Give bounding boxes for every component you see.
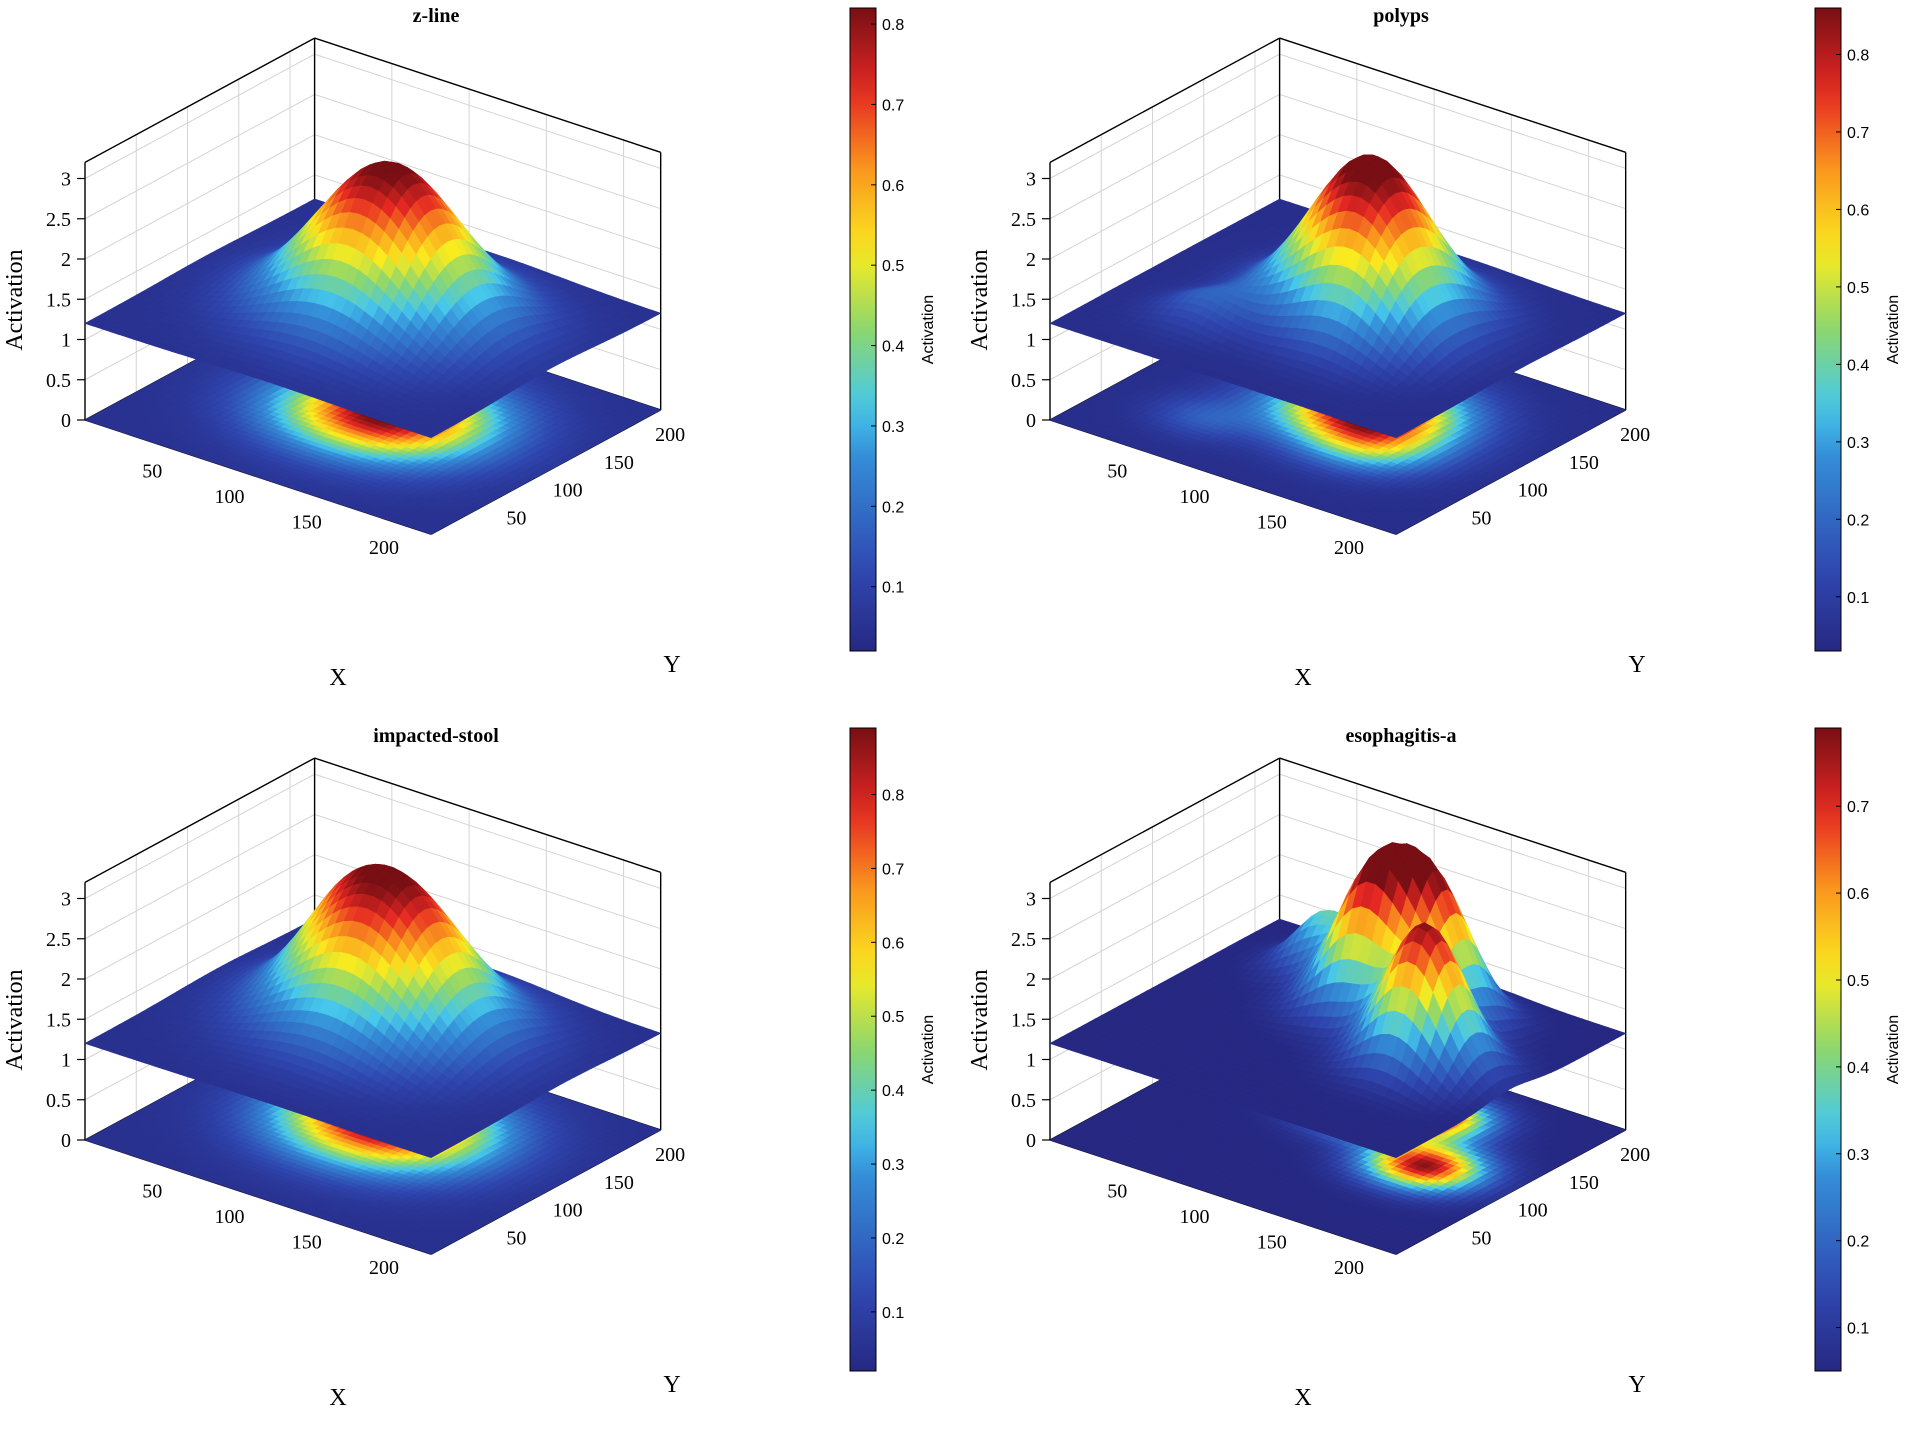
axis-edge xyxy=(314,37,661,153)
axis-edge xyxy=(84,37,315,164)
axis-edge xyxy=(1049,37,1280,164)
y-tick-label: 100 xyxy=(553,480,583,502)
x-tick-label: 100 xyxy=(215,486,245,508)
colorbar-tick-label: 0.4 xyxy=(882,339,904,356)
colorbar-tick-label: 0.3 xyxy=(882,419,904,436)
chart-panel-z-line: 0 0.5 1 1.5 2 2.5 3 50 100 150 200 50 100 150 200 X Y Act… xyxy=(0,0,952,720)
z-tick-label: 3 xyxy=(61,169,71,191)
y-tick-label: 150 xyxy=(604,452,634,474)
z-tick-label: 0.5 xyxy=(46,370,71,392)
colorbar-tick-label: 0.2 xyxy=(882,499,904,516)
chart-title: z-line xyxy=(413,5,460,27)
surface-cell xyxy=(421,431,438,438)
floor-cell xyxy=(647,407,662,413)
colorbar-tick-label: 0.1 xyxy=(882,580,904,597)
y-axis-label: Y xyxy=(663,652,680,678)
x-tick-label: 150 xyxy=(292,512,322,534)
chart-panel-polyps: 0 0.5 1 1.5 2 2.5 3 50 100 150 200 50 100 150 200 X Y Act… xyxy=(965,0,1905,720)
z-tick-label: 1.5 xyxy=(46,289,71,311)
z-tick-label: 2 xyxy=(61,249,71,271)
z-tick-label: 0 xyxy=(61,410,71,432)
colorbar-tick-label: 0.7 xyxy=(882,97,904,114)
z-tick-label: 1 xyxy=(61,330,71,352)
y-tick-label: 50 xyxy=(506,507,526,529)
x-axis-label: X xyxy=(329,665,346,691)
colorbar xyxy=(849,7,877,652)
colorbar-tick-label: 0.6 xyxy=(882,178,904,195)
chart-svg: 0 0.5 1 1.5 2 2.5 3 50 100 150 200 50 100 150 200 X Y Act… xyxy=(2,5,937,691)
x-tick-label: 200 xyxy=(369,537,399,559)
colorbar-tick-label: 0.5 xyxy=(882,258,904,275)
x-tick-label: 50 xyxy=(142,461,162,483)
z-tick-label: 2.5 xyxy=(46,209,71,231)
colorbar-label: Activation xyxy=(920,295,937,364)
tick-labels: 0 0.5 1 1.5 2 2.5 3 50 100 150 200 50 100 150 200 xyxy=(46,169,685,560)
y-tick-label: 200 xyxy=(655,424,685,446)
surface xyxy=(84,160,662,438)
z-axis-label: Activation xyxy=(2,249,28,350)
colorbar-tick-label: 0.8 xyxy=(882,17,904,34)
axis-edge xyxy=(1279,37,1626,153)
